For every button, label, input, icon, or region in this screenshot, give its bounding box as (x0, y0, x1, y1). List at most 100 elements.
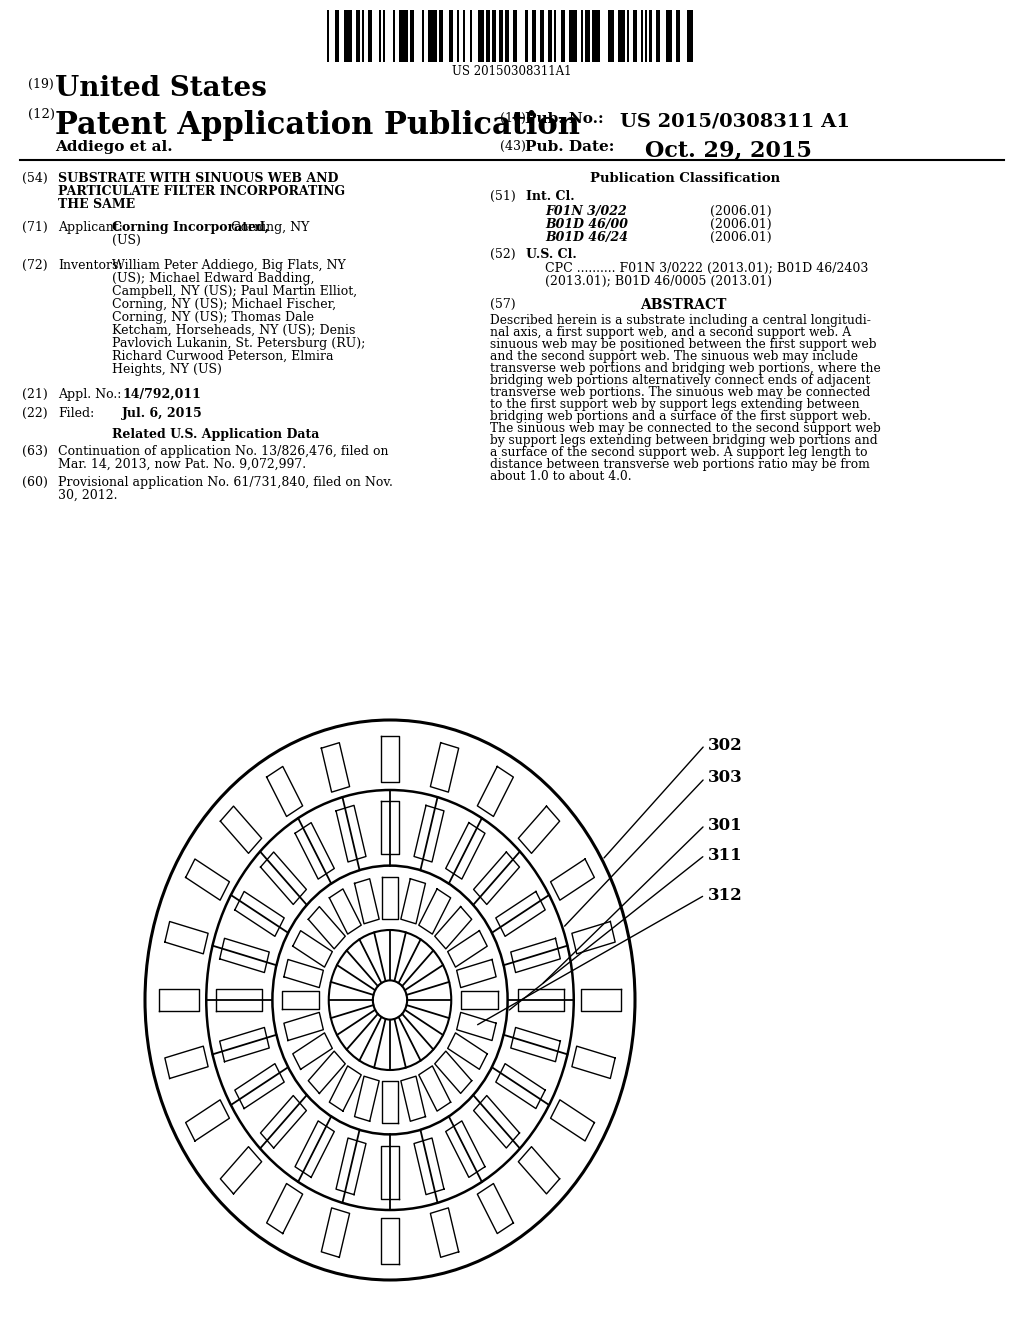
Text: ABSTRACT: ABSTRACT (640, 298, 726, 312)
Text: (2006.01): (2006.01) (710, 205, 772, 218)
Text: bridging web portions and a surface of the first support web.: bridging web portions and a surface of t… (490, 411, 871, 422)
Text: US 2015/0308311 A1: US 2015/0308311 A1 (620, 112, 850, 129)
Bar (666, 11, 672, 62)
Text: 30, 2012.: 30, 2012. (58, 488, 118, 502)
Text: Provisional application No. 61/731,840, filed on Nov.: Provisional application No. 61/731,840, … (58, 477, 393, 488)
Bar (525, 11, 527, 62)
Bar (633, 11, 637, 62)
Bar (335, 11, 339, 62)
Text: (71): (71) (22, 220, 48, 234)
Bar (343, 11, 352, 62)
Text: 312: 312 (708, 887, 742, 903)
Text: (2006.01): (2006.01) (710, 231, 772, 244)
Bar (438, 11, 442, 62)
Bar (540, 11, 544, 62)
Text: 302: 302 (708, 737, 742, 754)
Text: Int. Cl.: Int. Cl. (526, 190, 574, 203)
Text: (19): (19) (28, 78, 53, 91)
Text: (2006.01): (2006.01) (710, 218, 772, 231)
Text: (10): (10) (500, 112, 526, 125)
Bar (608, 11, 614, 62)
Bar (505, 11, 509, 62)
Text: CPC .......... F01N 3/0222 (2013.01); B01D 46/2403: CPC .......... F01N 3/0222 (2013.01); B0… (545, 261, 868, 275)
Text: The sinuous web may be connected to the second support web: The sinuous web may be connected to the … (490, 422, 881, 436)
Text: Applicant:: Applicant: (58, 220, 123, 234)
Text: transverse web portions. The sinuous web may be connected: transverse web portions. The sinuous web… (490, 385, 870, 399)
Text: U.S. Cl.: U.S. Cl. (526, 248, 577, 261)
Bar (410, 11, 414, 62)
Text: (2013.01); B01D 46/0005 (2013.01): (2013.01); B01D 46/0005 (2013.01) (545, 275, 772, 288)
Bar (362, 11, 365, 62)
Text: (21): (21) (22, 388, 48, 401)
Bar (586, 11, 590, 62)
Text: Pub. Date:: Pub. Date: (525, 140, 614, 154)
Bar (618, 11, 625, 62)
Bar (548, 11, 552, 62)
Text: Richard Curwood Peterson, Elmira: Richard Curwood Peterson, Elmira (112, 350, 334, 363)
Bar (641, 11, 643, 62)
Bar (513, 11, 517, 62)
Text: (54): (54) (22, 172, 48, 185)
Text: Addiego et al.: Addiego et al. (55, 140, 173, 154)
Text: (43): (43) (500, 140, 526, 153)
Bar (458, 11, 460, 62)
Bar (554, 11, 556, 62)
Text: (US); Michael Edward Badding,: (US); Michael Edward Badding, (112, 272, 314, 285)
Text: Corning Incorporated,: Corning Incorporated, (112, 220, 269, 234)
Text: SUBSTRATE WITH SINUOUS WEB AND: SUBSTRATE WITH SINUOUS WEB AND (58, 172, 338, 185)
Text: 301: 301 (708, 817, 742, 833)
Text: THE SAME: THE SAME (58, 198, 135, 211)
Text: Pavlovich Lukanin, St. Petersburg (RU);: Pavlovich Lukanin, St. Petersburg (RU); (112, 337, 366, 350)
Text: Corning, NY (US); Michael Fischer,: Corning, NY (US); Michael Fischer, (112, 298, 336, 312)
Bar (645, 11, 647, 62)
Bar (393, 11, 395, 62)
Text: bridging web portions alternatively connect ends of adjacent: bridging web portions alternatively conn… (490, 374, 870, 387)
Text: (72): (72) (22, 259, 48, 272)
Text: distance between transverse web portions ratio may be from: distance between transverse web portions… (490, 458, 869, 471)
Text: Continuation of application No. 13/826,476, filed on: Continuation of application No. 13/826,4… (58, 445, 388, 458)
Text: United States: United States (55, 75, 267, 102)
Text: (12): (12) (28, 108, 55, 121)
Text: Jul. 6, 2015: Jul. 6, 2015 (122, 407, 203, 420)
Text: Publication Classification: Publication Classification (590, 172, 780, 185)
Text: B01D 46/00: B01D 46/00 (545, 218, 628, 231)
Text: Related U.S. Application Data: Related U.S. Application Data (112, 428, 319, 441)
Text: Patent Application Publication: Patent Application Publication (55, 110, 580, 141)
Bar (560, 11, 564, 62)
Bar (531, 11, 536, 62)
Text: (52): (52) (490, 248, 516, 261)
Bar (356, 11, 360, 62)
Bar (464, 11, 466, 62)
Text: Corning, NY (US); Thomas Dale: Corning, NY (US); Thomas Dale (112, 312, 314, 323)
Text: Corning, NY: Corning, NY (227, 220, 309, 234)
Text: PARTICULATE FILTER INCORPORATING: PARTICULATE FILTER INCORPORATING (58, 185, 345, 198)
Text: and the second support web. The sinuous web may include: and the second support web. The sinuous … (490, 350, 858, 363)
Bar (569, 11, 578, 62)
Bar (470, 11, 472, 62)
Text: sinuous web may be positioned between the first support web: sinuous web may be positioned between th… (490, 338, 877, 351)
Bar (493, 11, 497, 62)
Text: (63): (63) (22, 445, 48, 458)
Bar (655, 11, 659, 62)
Text: nal axis, a first support web, and a second support web. A: nal axis, a first support web, and a sec… (490, 326, 851, 339)
Text: (51): (51) (490, 190, 516, 203)
Bar (422, 11, 424, 62)
Text: a surface of the second support web. A support leg length to: a surface of the second support web. A s… (490, 446, 867, 459)
Bar (478, 11, 484, 62)
Bar (383, 11, 385, 62)
Bar (399, 11, 408, 62)
Text: William Peter Addiego, Big Flats, NY: William Peter Addiego, Big Flats, NY (112, 259, 346, 272)
Text: F01N 3/022: F01N 3/022 (545, 205, 627, 218)
Bar (499, 11, 503, 62)
Bar (627, 11, 629, 62)
Bar (649, 11, 651, 62)
Text: Filed:: Filed: (58, 407, 94, 420)
Text: 311: 311 (708, 846, 742, 863)
Bar (449, 11, 453, 62)
Text: Ketcham, Horseheads, NY (US); Denis: Ketcham, Horseheads, NY (US); Denis (112, 323, 355, 337)
Text: (22): (22) (22, 407, 48, 420)
Bar (592, 11, 600, 62)
Text: Heights, NY (US): Heights, NY (US) (112, 363, 222, 376)
Text: transverse web portions and bridging web portions, where the: transverse web portions and bridging web… (490, 362, 881, 375)
Text: B01D 46/24: B01D 46/24 (545, 231, 628, 244)
